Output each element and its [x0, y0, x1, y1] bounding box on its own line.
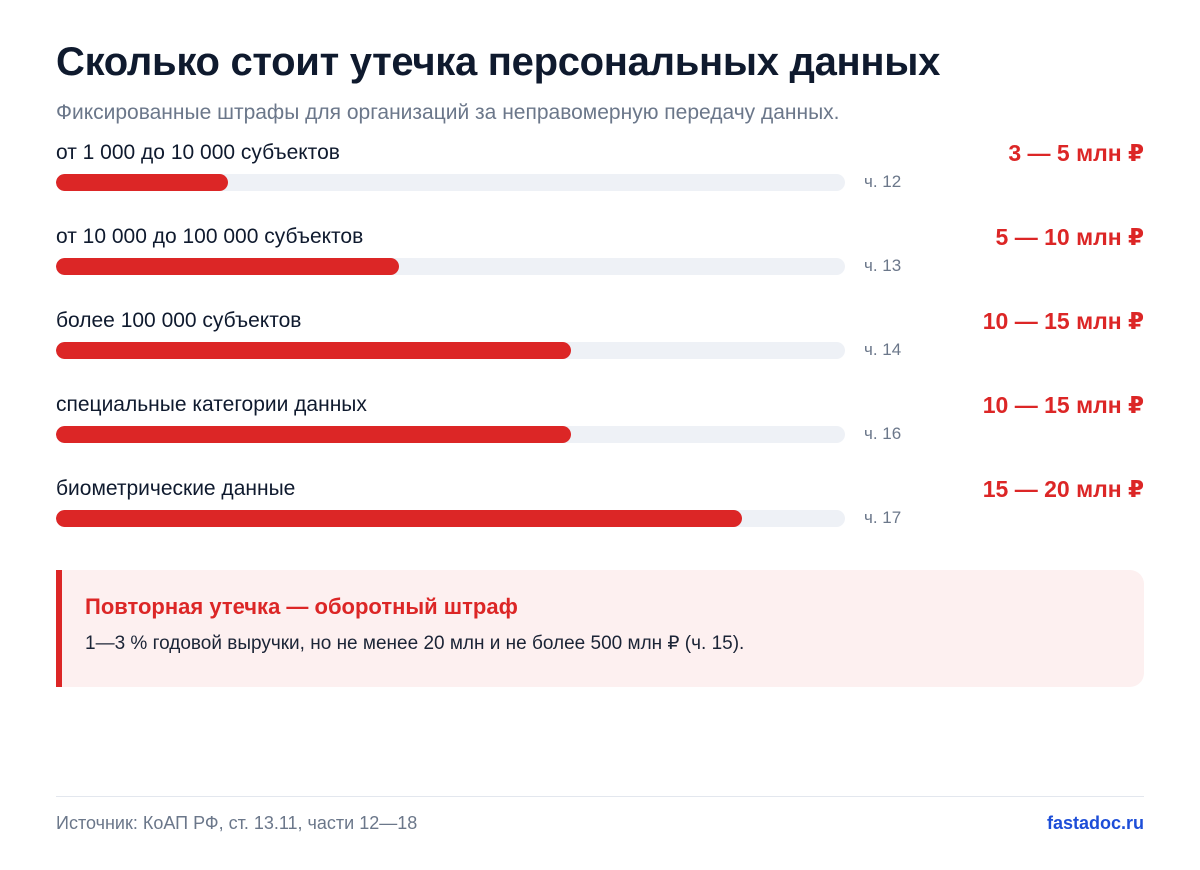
- bar-label: биометрические данные: [56, 477, 296, 500]
- callout-title: Повторная утечка — оборотный штраф: [85, 594, 518, 619]
- page-title: Сколько стоит утечка персональных данных: [56, 40, 941, 84]
- bar-label: от 1 000 до 10 000 субъектов: [56, 141, 340, 164]
- callout-text: 1—3 % годовой выручки, но не менее 20 мл…: [85, 633, 745, 654]
- bar-track: [56, 510, 845, 527]
- bar: [56, 174, 228, 191]
- footer-divider: [56, 796, 1144, 797]
- bar-label: от 10 000 до 100 000 субъектов: [56, 225, 364, 248]
- site-link[interactable]: fastadoc.ru: [1046, 813, 1144, 833]
- law-part-label: ч. 16: [864, 424, 902, 443]
- law-part-label: ч. 14: [864, 340, 902, 359]
- fines-chart: от 1 000 до 10 000 субъектов ч. 12 3 — 5 м…: [56, 140, 1144, 527]
- bar-label: более 100 000 субъектов: [56, 309, 302, 332]
- fine-value-label: 10 — 15 млн ₽: [982, 308, 1144, 334]
- bar: [56, 426, 571, 443]
- fine-value-label: 5 — 10 млн ₽: [995, 224, 1144, 250]
- law-part-label: ч. 13: [864, 256, 902, 275]
- bar: [56, 342, 571, 359]
- repeat-leak-callout: Повторная утечка — оборотный штраф 1—3 %…: [56, 570, 1144, 687]
- bar: [56, 510, 742, 527]
- fine-value-label: 3 — 5 млн ₽: [1008, 140, 1144, 166]
- bar-track: [56, 342, 845, 359]
- bar-label: специальные категории данных: [56, 393, 367, 416]
- page-subtitle: Фиксированные штрафы для организаций за …: [56, 101, 840, 124]
- bar-track: [56, 174, 845, 191]
- law-part-label: ч. 12: [864, 172, 902, 191]
- fine-value-label: 10 — 15 млн ₽: [982, 392, 1144, 418]
- bar: [56, 258, 399, 275]
- bar-track: [56, 426, 845, 443]
- bar-track: [56, 258, 845, 275]
- law-part-label: ч. 17: [864, 508, 902, 527]
- fine-value-label: 15 — 20 млн ₽: [982, 476, 1144, 502]
- source-note: Источник: КоАП РФ, ст. 13.11, части 12—1…: [56, 813, 418, 833]
